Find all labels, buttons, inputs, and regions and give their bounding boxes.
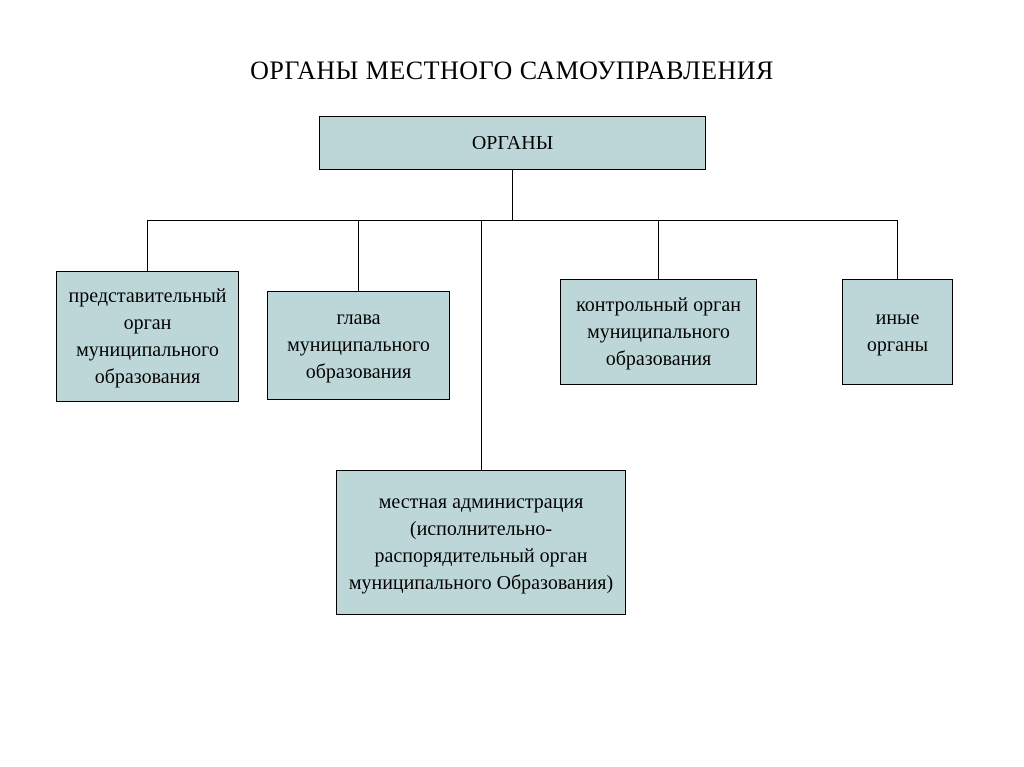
connector-drop3 (658, 220, 659, 279)
node-root: ОРГАНЫ (319, 116, 706, 170)
connector-bus (147, 220, 898, 221)
connector-drop4 (897, 220, 898, 279)
connector-drop2 (358, 220, 359, 291)
node-child5: местная администрация (исполнительно-рас… (336, 470, 626, 615)
node-child2: глава муниципального образования (267, 291, 450, 400)
connector-drop1 (147, 220, 148, 271)
node-child1: представительный орган муниципального об… (56, 271, 239, 402)
node-child4: иные органы (842, 279, 953, 385)
diagram-title: ОРГАНЫ МЕСТНОГО САМОУПРАВЛЕНИЯ (0, 56, 1024, 86)
node-child3: контрольный орган муниципального образов… (560, 279, 757, 385)
connector-drop5 (481, 220, 482, 470)
connector-root-drop (512, 170, 513, 220)
